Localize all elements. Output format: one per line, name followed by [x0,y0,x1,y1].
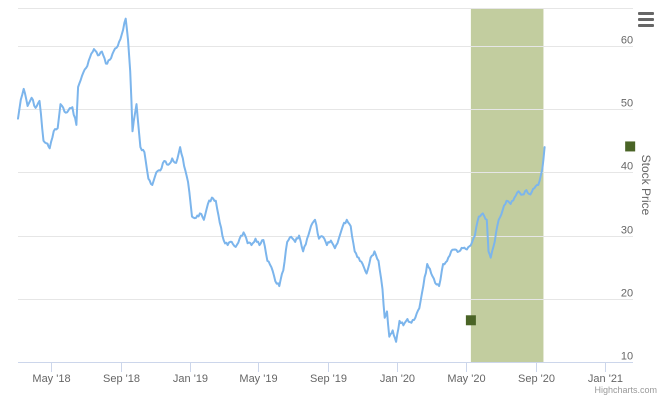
x-tick-label: Sep '20 [518,373,555,385]
y-tick-label: 50 [621,98,633,110]
x-tick-label: Sep '19 [310,373,347,385]
y-tick-label: 20 [621,288,633,300]
x-tick-label: May '18 [32,373,70,385]
series-layer [17,17,546,343]
y-tick-label: 10 [621,351,633,363]
credits-link[interactable]: Highcharts.com [594,385,657,395]
x-axis: May '18 Sep '18 Jan '19 May '19 Sep '19 Jan '… [18,362,633,385]
x-tick-label: Jan '21 [588,373,623,385]
x-tick-label: Jan '19 [173,373,208,385]
square-marker [465,315,476,326]
price-series-line [17,17,546,343]
x-tick-label: May '20 [447,373,485,385]
y-axis: 10 20 30 40 50 60 [621,35,633,363]
y-axis-title: Stock Price [639,155,653,216]
y-tick-label: 60 [621,35,633,47]
y-tick-label: 30 [621,225,633,237]
x-tick-label: May '19 [239,373,277,385]
hamburger-menu-icon[interactable] [636,10,656,28]
marker-layer [465,141,636,326]
highlight-band-layer [470,8,544,362]
y-tick-label: 40 [621,161,633,173]
highlight-band [470,8,544,362]
x-tick-label: Sep '18 [103,373,140,385]
square-marker [625,141,636,152]
x-tick-label: Jan '20 [380,373,415,385]
